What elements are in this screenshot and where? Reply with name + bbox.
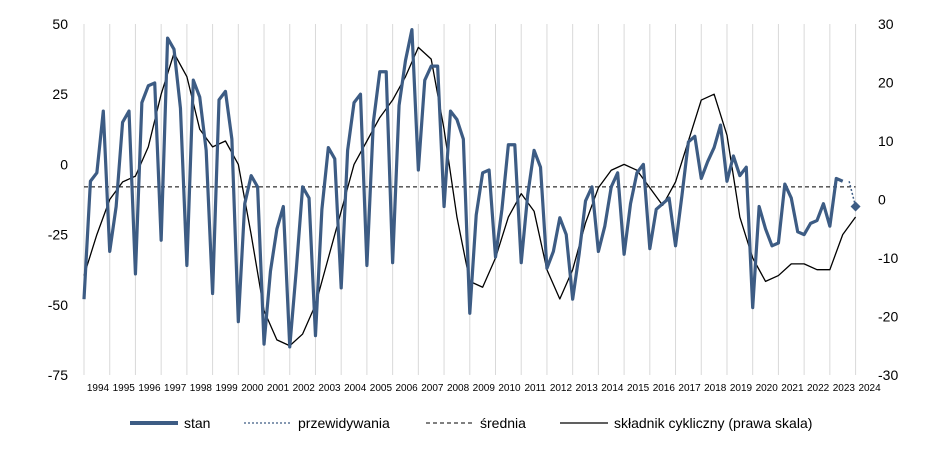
- legend-label-stan: stan: [184, 415, 210, 431]
- y2-tick-label: -30: [878, 367, 898, 383]
- y-tick-label: 0: [60, 156, 68, 172]
- x-tick-label: 1995: [113, 383, 136, 394]
- x-tick-label: 2003: [318, 383, 341, 394]
- x-tick-label: 2011: [524, 383, 546, 394]
- y2-tick-label: 20: [878, 75, 894, 91]
- x-tick-label: 2001: [267, 383, 290, 394]
- grid-lines: [83, 24, 857, 375]
- x-tick-label: 2008: [447, 383, 470, 394]
- x-tick-label: 2015: [627, 383, 650, 394]
- x-tick-label: 2000: [241, 383, 264, 394]
- x-tick-label: 2005: [370, 383, 393, 394]
- x-tick-label: 1994: [87, 383, 110, 394]
- y2-tick-label: -10: [878, 250, 898, 266]
- y2-tick-label: 10: [878, 133, 894, 149]
- y2-tick-label: 30: [878, 16, 894, 32]
- x-tick-label: 2007: [421, 383, 444, 394]
- x-tick-label: 2016: [653, 383, 676, 394]
- legend-label-przewidywania: przewidywania: [298, 415, 390, 431]
- x-tick-label: 2024: [858, 383, 881, 394]
- x-tick-label: 1996: [138, 383, 161, 394]
- left-axis-ticks: 50 25 0 -25 -50 -75: [48, 16, 68, 383]
- x-tick-label: 2012: [550, 383, 573, 394]
- x-tick-label: 1998: [190, 383, 213, 394]
- y2-tick-label: -20: [878, 309, 898, 325]
- x-tick-label: 2014: [601, 383, 624, 394]
- series-lines: [82, 28, 861, 349]
- legend-label-srednia: średnia: [480, 415, 526, 431]
- y-tick-label: -75: [48, 367, 68, 383]
- x-tick-label: 2020: [756, 383, 779, 394]
- x-tick-label: 2019: [730, 383, 753, 394]
- y-tick-label: -25: [48, 227, 68, 243]
- x-tick-label: 2022: [807, 383, 830, 394]
- y-tick-label: 50: [52, 16, 68, 32]
- x-tick-label: 2006: [396, 383, 419, 394]
- x-tick-label: 2021: [781, 383, 804, 394]
- x-tick-label: 2004: [344, 383, 367, 394]
- x-axis-ticks: 1994 1995 1996 1997 1998 1999 2000 2001 2002 2003…: [87, 383, 881, 394]
- y-tick-label: -50: [48, 297, 68, 313]
- x-tick-label: 2023: [833, 383, 856, 394]
- series-stan: [82, 28, 844, 349]
- x-tick-label: 1997: [164, 383, 187, 394]
- forecast-marker: [850, 201, 861, 212]
- legend: stan przewidywania średnia składnik cyklicz…: [130, 415, 812, 431]
- x-tick-label: 2018: [704, 383, 727, 394]
- x-tick-label: 2002: [293, 383, 316, 394]
- x-tick-label: 2013: [576, 383, 599, 394]
- x-tick-label: 1999: [215, 383, 238, 394]
- x-tick-label: 2017: [678, 383, 701, 394]
- right-axis-ticks: 30 20 10 0 -10 -20 -30: [878, 16, 898, 383]
- x-tick-label: 2010: [498, 383, 521, 394]
- legend-label-cykliczny: składnik cykliczny (prawa skala): [614, 415, 812, 431]
- series-przewidywania: [848, 181, 857, 207]
- y2-tick-label: 0: [878, 192, 886, 208]
- y-tick-label: 25: [52, 86, 68, 102]
- x-tick-label: 2009: [473, 383, 496, 394]
